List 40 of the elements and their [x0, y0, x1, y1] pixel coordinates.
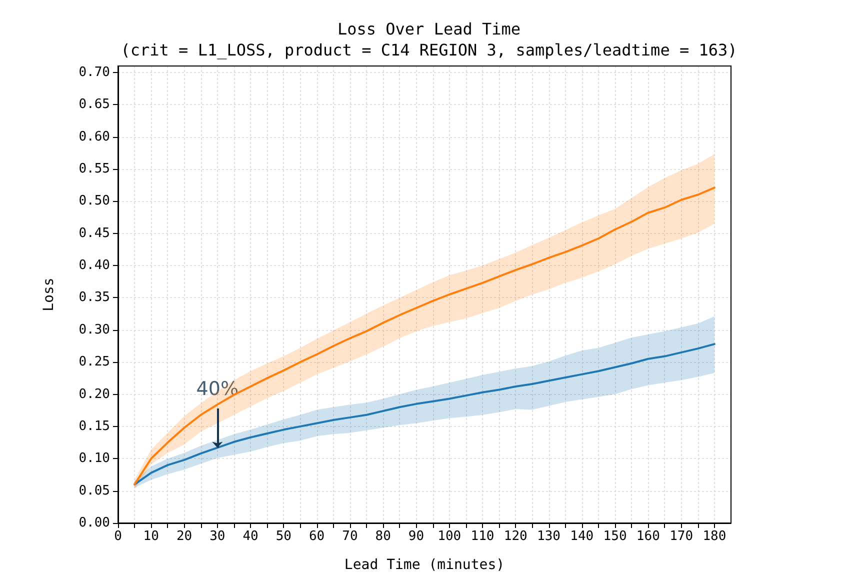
y-tick-label: 0.25	[78, 354, 110, 370]
x-tick-label: 30	[210, 529, 226, 544]
y-tick-label: 0.45	[78, 226, 110, 241]
x-tick-label: 160	[636, 529, 660, 544]
x-tick-label: 40	[242, 529, 258, 544]
y-tick-label: 0.00	[78, 516, 110, 530]
x-tick-label: 120	[504, 529, 528, 544]
x-tick-label: 150	[603, 529, 627, 544]
x-tick-label: 180	[702, 529, 726, 544]
x-tick-label: 90	[408, 529, 424, 544]
x-tick-label: 110	[470, 529, 494, 544]
x-tick-label: 20	[176, 529, 192, 544]
y-tick-label: 0.50	[78, 194, 110, 209]
y-tick-label: 0.05	[78, 483, 110, 498]
y-tick-label: 0.15	[78, 418, 110, 434]
x-tick-label: 170	[670, 529, 694, 544]
chart-subtitle: (crit = L1_LOSS, product = C14 REGION 3, samples/leadtime = 163)	[120, 40, 738, 60]
y-tick-label: 0.65	[78, 97, 110, 112]
x-tick-label: 60	[308, 529, 325, 544]
y-tick-label: 0.30	[78, 322, 110, 338]
y-tick-label: 0.60	[78, 129, 110, 144]
chart-title: Loss Over Lead Time	[337, 20, 521, 38]
annotation: 40%	[196, 378, 239, 400]
x-tick-label: 140	[570, 529, 594, 544]
x-tick-label: 70	[342, 529, 358, 544]
y-tick-label: 0.55	[78, 161, 110, 176]
y-tick-label: 0.10	[78, 451, 110, 466]
y-axis-title: Loss	[41, 278, 57, 312]
x-tick-label: 100	[438, 529, 462, 544]
y-tick-label: 0.35	[78, 290, 110, 306]
y-tick-label: 0.40	[78, 258, 110, 274]
y-tick-label: 0.70	[78, 64, 110, 80]
x-axis-title: Lead Time (minutes)	[344, 557, 505, 573]
x-tick-label: 0	[114, 529, 122, 544]
line-series	[134, 343, 716, 486]
x-tick-label: 10	[143, 529, 159, 544]
y-tick-label: 0.20	[78, 386, 110, 402]
x-tick-label: 80	[375, 529, 391, 544]
x-tick-label: 50	[276, 529, 292, 544]
x-tick-label: 130	[537, 529, 560, 544]
